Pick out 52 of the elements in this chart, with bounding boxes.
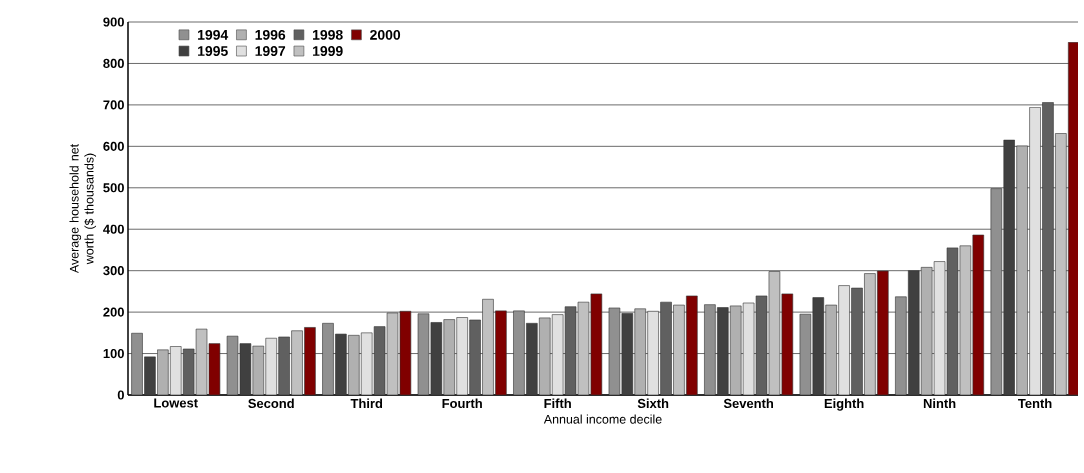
- legend-label: 1995: [198, 46, 228, 57]
- y-tick-label: 600: [103, 141, 124, 151]
- legend-label: 1998: [313, 29, 343, 40]
- bar: [647, 310, 659, 395]
- legend-label: 2000: [370, 29, 401, 40]
- legend-label: 1996: [255, 29, 286, 40]
- y-tick-label: 200: [103, 307, 124, 317]
- x-axis-title: Annual income decile: [543, 414, 662, 424]
- bar: [322, 323, 334, 395]
- bar: [360, 332, 373, 395]
- y-axis-title: Average household net worth ($ thousands): [69, 144, 97, 274]
- bar: [1029, 107, 1041, 395]
- x-tick-label: Sixth: [637, 398, 669, 409]
- x-tick-label: Third: [350, 398, 383, 409]
- bar: [526, 323, 538, 395]
- bar: [1003, 139, 1015, 395]
- y-tick-label: 500: [103, 183, 124, 193]
- bar: [825, 304, 837, 395]
- x-tick-label: Lowest: [154, 398, 198, 408]
- y-tick-label: 800: [103, 58, 124, 69]
- bar: [1055, 133, 1067, 395]
- bar: [291, 330, 303, 395]
- bar: [634, 308, 646, 395]
- x-tick-label: Second: [248, 398, 294, 409]
- bar: [717, 307, 729, 395]
- bar: [864, 273, 876, 395]
- bar: [838, 285, 850, 395]
- y-tick-label: 900: [103, 17, 124, 27]
- x-tick-label: Ninth: [923, 398, 956, 409]
- legend-label: 1997: [255, 46, 286, 57]
- y-tick-label: 400: [103, 224, 124, 234]
- y-tick-label: 300: [103, 266, 124, 276]
- bar: [456, 317, 468, 395]
- x-tick-label: Seventh: [723, 398, 773, 409]
- bar: [443, 319, 456, 395]
- bar: [908, 270, 920, 395]
- bar: [704, 304, 716, 395]
- x-tick-label: Tenth: [1018, 398, 1052, 409]
- y-tick-label: 0: [117, 390, 124, 400]
- x-tick-label: Fifth: [544, 398, 571, 409]
- y-tick-label: 700: [103, 100, 124, 110]
- x-tick-label: Fourth: [442, 398, 482, 409]
- bar: [1016, 145, 1028, 395]
- y-tick-label: 100: [103, 348, 124, 359]
- bar: [482, 298, 494, 395]
- legend-label: 1994: [198, 29, 229, 40]
- bar: [729, 305, 742, 395]
- legend-label: 1999: [313, 46, 343, 57]
- bar: [895, 296, 907, 395]
- x-tick-label: Eighth: [824, 398, 864, 411]
- bar: [812, 297, 825, 395]
- bar: [673, 304, 685, 395]
